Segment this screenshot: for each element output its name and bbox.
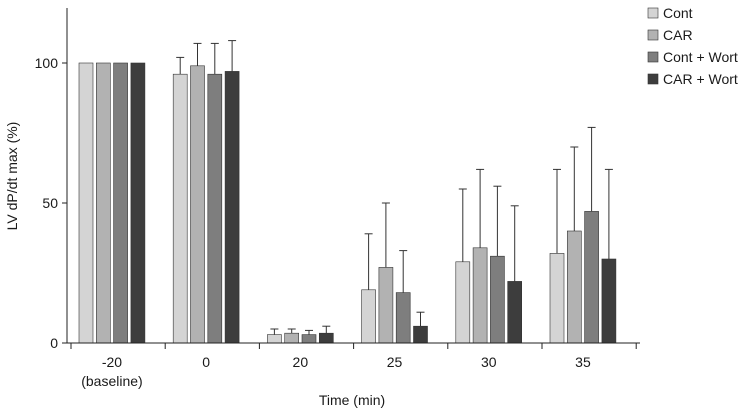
- bar: [549, 253, 565, 344]
- bar: [318, 332, 334, 344]
- bar: [413, 325, 428, 344]
- bar: [584, 211, 599, 344]
- bar: [490, 255, 505, 344]
- bar: [78, 62, 94, 344]
- bar: [601, 258, 617, 344]
- bar: [378, 267, 394, 344]
- legend-label: CAR: [663, 27, 693, 43]
- x-tick-label: 0: [202, 354, 210, 370]
- legend: Cont CAR Cont + Wort CAR + Wort: [647, 5, 738, 87]
- bar: [113, 62, 128, 344]
- y-tick-label: 0: [50, 335, 58, 351]
- x-tick-label: 30: [481, 354, 497, 370]
- legend-swatch: [647, 29, 659, 41]
- bars-layer: [78, 62, 617, 344]
- bar: [301, 334, 317, 344]
- bar: [472, 247, 488, 344]
- legend-label: CAR + Wort: [663, 71, 738, 87]
- x-axis-label: Time (min): [319, 392, 385, 408]
- y-ticks: 0 50 100: [35, 55, 67, 351]
- legend-swatch: [647, 7, 659, 19]
- bar: [284, 332, 300, 344]
- x-ticks: -20 (baseline) 0 20 25 30 35: [70, 343, 637, 389]
- legend-swatch: [647, 51, 659, 63]
- bar: [207, 73, 223, 344]
- bar: [224, 71, 240, 344]
- x-tick-label: 20: [293, 354, 309, 370]
- x-tick-label: -20: [102, 354, 122, 370]
- bar: [566, 230, 582, 344]
- bar: [395, 292, 411, 344]
- y-tick-label: 50: [42, 195, 58, 211]
- y-axis-label: LV dP/dt max (%): [4, 122, 20, 231]
- bar: [267, 334, 282, 344]
- bar: [172, 73, 188, 344]
- bar: [507, 281, 523, 344]
- x-tick-label: 25: [387, 354, 403, 370]
- x-tick-label: 35: [575, 354, 591, 370]
- bar: [455, 261, 471, 344]
- y-tick-label: 100: [35, 55, 59, 71]
- legend-label: Cont: [663, 5, 693, 21]
- bar: [130, 62, 146, 344]
- legend-label: Cont + Wort: [663, 49, 738, 65]
- legend-swatch: [647, 73, 659, 85]
- bar: [190, 65, 205, 344]
- bar: [361, 289, 376, 344]
- x-tick-sublabel: (baseline): [81, 373, 142, 389]
- error-bars-layer: [176, 40, 613, 335]
- bar: [96, 62, 111, 344]
